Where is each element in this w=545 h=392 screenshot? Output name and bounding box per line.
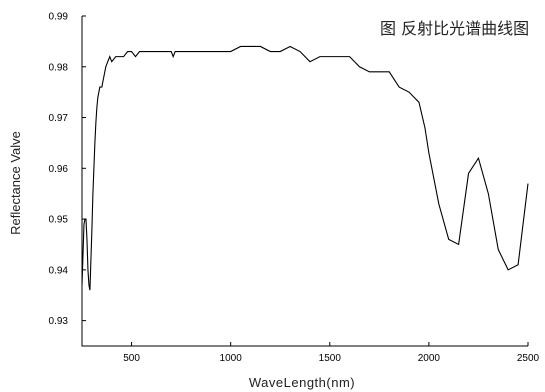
x-tick-label: 2000 bbox=[418, 353, 441, 364]
x-axis-ticks: 500 1000 1500 2000 2500 bbox=[123, 342, 540, 364]
y-tick-label: 0.97 bbox=[49, 113, 69, 124]
y-tick-label: 0.93 bbox=[49, 316, 69, 327]
x-tick-label: 500 bbox=[123, 353, 140, 364]
y-tick-label: 0.95 bbox=[49, 215, 69, 226]
y-axis-ticks: 0.93 0.94 0.95 0.96 0.97 0.98 0.99 bbox=[49, 12, 86, 327]
y-tick-label: 0.96 bbox=[49, 164, 69, 175]
y-tick-label: 0.98 bbox=[49, 62, 69, 73]
x-axis-label: WaveLength(nm) bbox=[249, 375, 355, 390]
y-tick-label: 0.99 bbox=[49, 12, 69, 23]
y-tick-label: 0.94 bbox=[49, 265, 69, 276]
chart-title: 图 反射比光谱曲线图 bbox=[380, 19, 529, 38]
x-tick-label: 1000 bbox=[220, 353, 243, 364]
plot-axes bbox=[81, 16, 528, 347]
x-tick-label: 2500 bbox=[517, 353, 540, 364]
axis-lines bbox=[81, 16, 528, 347]
y-axis-label: Reflectance Valve bbox=[8, 131, 23, 235]
x-tick-label: 1500 bbox=[319, 353, 342, 364]
reflectance-series-line bbox=[81, 45, 529, 291]
